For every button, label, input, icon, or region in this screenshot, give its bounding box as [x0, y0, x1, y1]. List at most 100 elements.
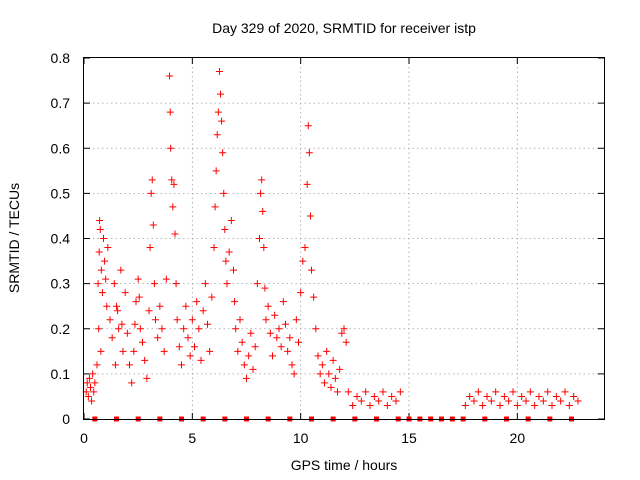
data-point	[232, 325, 240, 333]
data-point	[168, 176, 176, 184]
data-point	[90, 388, 98, 396]
data-point	[336, 365, 344, 373]
data-point	[303, 180, 311, 188]
data-point	[535, 392, 543, 400]
data-point	[148, 176, 156, 184]
y-tick-label: 0.5	[51, 185, 71, 201]
data-point	[327, 383, 335, 391]
data-point	[150, 280, 158, 288]
data-point	[544, 388, 552, 396]
data-point	[236, 316, 244, 324]
data-point	[461, 401, 469, 409]
data-point	[100, 235, 107, 242]
data-point	[186, 352, 194, 360]
data-point	[215, 68, 223, 76]
grid	[84, 58, 604, 419]
data-point	[526, 388, 534, 396]
data-point	[154, 334, 162, 342]
data-point	[223, 280, 231, 288]
data-point	[197, 356, 205, 364]
data-point	[214, 108, 222, 116]
data-point	[383, 401, 391, 409]
data-point	[221, 225, 229, 233]
data-point	[156, 302, 164, 310]
data-point	[487, 397, 495, 405]
data-point	[115, 325, 123, 333]
data-point	[305, 149, 313, 157]
y-tick-label: 0.8	[51, 50, 71, 66]
data-point	[195, 325, 203, 333]
data-point	[106, 316, 114, 324]
data-point	[175, 343, 183, 351]
data-point	[213, 131, 221, 139]
data-point	[166, 108, 174, 116]
data-point	[308, 266, 315, 274]
data-point	[169, 203, 177, 211]
data-point	[212, 167, 220, 175]
data-point	[211, 203, 219, 211]
data-point	[275, 325, 283, 333]
data-point	[342, 338, 350, 346]
data-point	[167, 144, 175, 152]
data-point	[245, 352, 253, 360]
data-point	[518, 392, 526, 400]
data-point	[284, 347, 292, 355]
data-point	[552, 392, 560, 400]
data-point	[253, 280, 261, 288]
data-point	[329, 356, 337, 364]
data-point	[145, 307, 153, 315]
data-point	[204, 320, 211, 328]
data-point	[509, 388, 517, 396]
data-point	[131, 320, 139, 328]
data-point	[259, 207, 267, 215]
data-point	[500, 392, 508, 400]
data-point	[240, 361, 248, 369]
data-point	[147, 189, 155, 197]
data-point	[295, 338, 302, 346]
data-point	[321, 379, 328, 387]
data-point	[492, 388, 500, 396]
data-point	[483, 392, 491, 400]
data-point	[396, 388, 404, 396]
data-point	[310, 293, 318, 301]
data-point	[218, 117, 226, 125]
data-point	[111, 361, 119, 369]
data-point	[201, 280, 209, 288]
data-point	[114, 307, 122, 315]
data-point	[96, 216, 104, 224]
data-point	[173, 316, 181, 324]
data-point	[565, 401, 573, 409]
data-point	[243, 374, 250, 382]
data-point	[170, 180, 178, 188]
data-point	[160, 347, 168, 355]
data-point	[208, 293, 216, 301]
data-point	[143, 374, 151, 382]
data-point	[219, 149, 227, 157]
data-point	[470, 397, 478, 405]
y-tick-label: 0.6	[51, 140, 71, 156]
data-point	[366, 401, 374, 409]
data-point	[479, 401, 487, 409]
x-tick-label: 20	[510, 430, 526, 446]
data-point	[325, 370, 333, 378]
data-point	[261, 284, 269, 292]
data-point	[314, 352, 322, 360]
data-point	[290, 370, 298, 378]
data-point	[225, 248, 233, 256]
data-point	[132, 298, 140, 306]
data-point	[312, 325, 320, 333]
data-point	[217, 90, 224, 98]
data-point	[210, 244, 218, 252]
data-point	[496, 401, 504, 409]
data-point	[85, 374, 93, 382]
data-point	[136, 325, 144, 333]
data-point	[110, 280, 118, 288]
data-point	[304, 122, 312, 130]
data-point	[231, 298, 239, 306]
data-point	[193, 298, 201, 306]
data-point	[388, 392, 396, 400]
data-point	[180, 325, 188, 333]
data-point	[264, 302, 272, 310]
